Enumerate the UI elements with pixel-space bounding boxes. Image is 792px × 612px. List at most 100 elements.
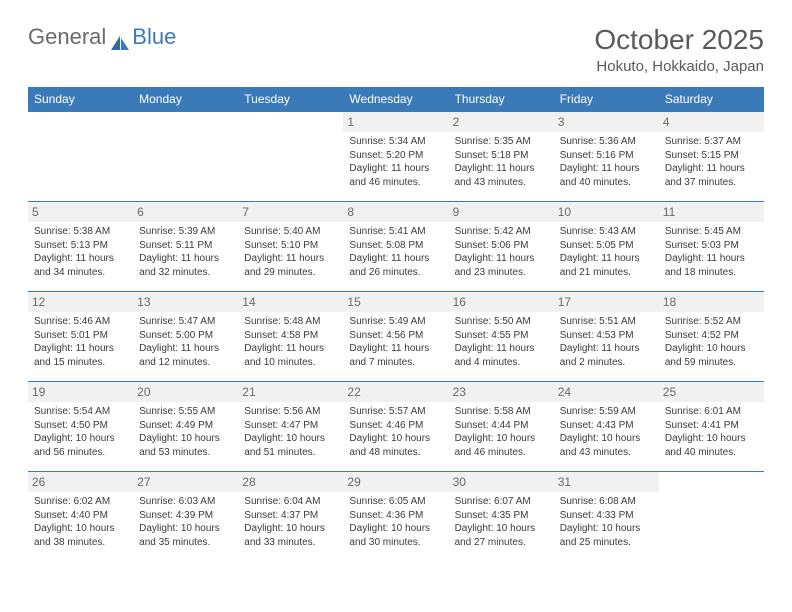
header: GeneralBlue October 2025 Hokuto, Hokkaid… xyxy=(28,24,764,75)
day-number: 9 xyxy=(449,202,554,222)
sunrise-line: Sunrise: 6:02 AM xyxy=(34,495,127,509)
day-number: 28 xyxy=(238,472,343,492)
daylight-line: Daylight: 10 hours and 56 minutes. xyxy=(34,432,127,459)
brand-logo: GeneralBlue xyxy=(28,24,176,50)
calendar-cell: 11Sunrise: 5:45 AMSunset: 5:03 PMDayligh… xyxy=(659,202,764,292)
month-title: October 2025 xyxy=(594,24,764,56)
day-number: 16 xyxy=(449,292,554,312)
sunset-line: Sunset: 4:46 PM xyxy=(349,419,442,433)
sunset-line: Sunset: 4:40 PM xyxy=(34,509,127,523)
day-header: Friday xyxy=(554,87,659,112)
sunset-line: Sunset: 5:08 PM xyxy=(349,239,442,253)
sunset-line: Sunset: 4:49 PM xyxy=(139,419,232,433)
calendar-cell xyxy=(238,112,343,202)
calendar-cell: 30Sunrise: 6:07 AMSunset: 4:35 PMDayligh… xyxy=(449,472,554,562)
day-number: 20 xyxy=(133,382,238,402)
daylight-line: Daylight: 10 hours and 46 minutes. xyxy=(455,432,548,459)
calendar-cell: 13Sunrise: 5:47 AMSunset: 5:00 PMDayligh… xyxy=(133,292,238,382)
daylight-line: Daylight: 10 hours and 27 minutes. xyxy=(455,522,548,549)
sunrise-line: Sunrise: 5:52 AM xyxy=(665,315,758,329)
sunrise-line: Sunrise: 6:03 AM xyxy=(139,495,232,509)
sunrise-line: Sunrise: 5:55 AM xyxy=(139,405,232,419)
sunset-line: Sunset: 4:58 PM xyxy=(244,329,337,343)
sunset-line: Sunset: 5:06 PM xyxy=(455,239,548,253)
daylight-line: Daylight: 11 hours and 10 minutes. xyxy=(244,342,337,369)
daylight-line: Daylight: 11 hours and 37 minutes. xyxy=(665,162,758,189)
daylight-line: Daylight: 11 hours and 26 minutes. xyxy=(349,252,442,279)
sunrise-line: Sunrise: 5:59 AM xyxy=(560,405,653,419)
sunrise-line: Sunrise: 5:48 AM xyxy=(244,315,337,329)
sunrise-line: Sunrise: 5:38 AM xyxy=(34,225,127,239)
calendar-cell: 23Sunrise: 5:58 AMSunset: 4:44 PMDayligh… xyxy=(449,382,554,472)
day-header: Monday xyxy=(133,87,238,112)
sunset-line: Sunset: 4:50 PM xyxy=(34,419,127,433)
day-number: 10 xyxy=(554,202,659,222)
sunset-line: Sunset: 5:20 PM xyxy=(349,149,442,163)
calendar-row: 5Sunrise: 5:38 AMSunset: 5:13 PMDaylight… xyxy=(28,202,764,292)
calendar-cell: 5Sunrise: 5:38 AMSunset: 5:13 PMDaylight… xyxy=(28,202,133,292)
calendar-cell: 14 Sunrise: 5:48 AMSunset: 4:58 PMDayligh… xyxy=(238,292,343,382)
sunset-line: Sunset: 5:18 PM xyxy=(455,149,548,163)
sunset-line: Sunset: 4:53 PM xyxy=(560,329,653,343)
daylight-line: Daylight: 10 hours and 25 minutes. xyxy=(560,522,653,549)
daylight-line: Daylight: 10 hours and 30 minutes. xyxy=(349,522,442,549)
sunset-line: Sunset: 5:01 PM xyxy=(34,329,127,343)
sunrise-line: Sunrise: 5:36 AM xyxy=(560,135,653,149)
calendar-page: GeneralBlue October 2025 Hokuto, Hokkaid… xyxy=(0,0,792,586)
daylight-line: Daylight: 10 hours and 51 minutes. xyxy=(244,432,337,459)
sunset-line: Sunset: 4:41 PM xyxy=(665,419,758,433)
daylight-line: Daylight: 11 hours and 43 minutes. xyxy=(455,162,548,189)
daylight-line: Daylight: 10 hours and 35 minutes. xyxy=(139,522,232,549)
day-number: 31 xyxy=(554,472,659,492)
sunrise-line: Sunrise: 5:45 AM xyxy=(665,225,758,239)
sunset-line: Sunset: 5:05 PM xyxy=(560,239,653,253)
sunrise-line: Sunrise: 5:40 AM xyxy=(244,225,337,239)
sunrise-line: Sunrise: 5:56 AM xyxy=(244,405,337,419)
calendar-cell: 7Sunrise: 5:40 AMSunset: 5:10 PMDaylight… xyxy=(238,202,343,292)
calendar-cell: 4Sunrise: 5:37 AMSunset: 5:15 PMDaylight… xyxy=(659,112,764,202)
day-number: 5 xyxy=(28,202,133,222)
sunrise-line: Sunrise: 5:49 AM xyxy=(349,315,442,329)
calendar-cell: 8Sunrise: 5:41 AMSunset: 5:08 PMDaylight… xyxy=(343,202,448,292)
calendar-cell: 3Sunrise: 5:36 AMSunset: 5:16 PMDaylight… xyxy=(554,112,659,202)
calendar-cell xyxy=(133,112,238,202)
calendar-cell: 16Sunrise: 5:50 AMSunset: 4:55 PMDayligh… xyxy=(449,292,554,382)
calendar-cell: 27 Sunrise: 6:03 AMSunset: 4:39 PMDayligh… xyxy=(133,472,238,562)
daylight-line: Daylight: 11 hours and 15 minutes. xyxy=(34,342,127,369)
location-label: Hokuto, Hokkaido, Japan xyxy=(594,58,764,75)
day-number: 1 xyxy=(343,112,448,132)
sunset-line: Sunset: 4:39 PM xyxy=(139,509,232,523)
day-number: 25 xyxy=(659,382,764,402)
sunrise-line: Sunrise: 5:47 AM xyxy=(139,315,232,329)
sunrise-line: Sunrise: 6:07 AM xyxy=(455,495,548,509)
daylight-line: Daylight: 11 hours and 4 minutes. xyxy=(455,342,548,369)
sunset-line: Sunset: 4:36 PM xyxy=(349,509,442,523)
calendar-table: Sunday Monday Tuesday Wednesday Thursday… xyxy=(28,87,764,562)
sunrise-line: Sunrise: 5:43 AM xyxy=(560,225,653,239)
daylight-line: Daylight: 11 hours and 12 minutes. xyxy=(139,342,232,369)
day-number: 3 xyxy=(554,112,659,132)
sunrise-line: Sunrise: 5:42 AM xyxy=(455,225,548,239)
day-number: 27 xyxy=(133,472,238,492)
daylight-line: Daylight: 11 hours and 2 minutes. xyxy=(560,342,653,369)
sunset-line: Sunset: 5:15 PM xyxy=(665,149,758,163)
day-number: 2 xyxy=(449,112,554,132)
day-number: 14 xyxy=(238,292,343,312)
daylight-line: Daylight: 10 hours and 38 minutes. xyxy=(34,522,127,549)
day-number: 17 xyxy=(554,292,659,312)
daylight-line: Daylight: 11 hours and 40 minutes. xyxy=(560,162,653,189)
calendar-cell: 17Sunrise: 5:51 AMSunset: 4:53 PMDayligh… xyxy=(554,292,659,382)
day-header: Tuesday xyxy=(238,87,343,112)
calendar-cell: 29Sunrise: 6:05 AMSunset: 4:36 PMDayligh… xyxy=(343,472,448,562)
daylight-line: Daylight: 11 hours and 21 minutes. xyxy=(560,252,653,279)
day-number: 13 xyxy=(133,292,238,312)
sunset-line: Sunset: 4:37 PM xyxy=(244,509,337,523)
sunrise-line: Sunrise: 5:58 AM xyxy=(455,405,548,419)
calendar-cell: 26Sunrise: 6:02 AMSunset: 4:40 PMDayligh… xyxy=(28,472,133,562)
calendar-cell: 19Sunrise: 5:54 AMSunset: 4:50 PMDayligh… xyxy=(28,382,133,472)
sunrise-line: Sunrise: 5:41 AM xyxy=(349,225,442,239)
calendar-cell: 9Sunrise: 5:42 AMSunset: 5:06 PMDaylight… xyxy=(449,202,554,292)
day-number: 4 xyxy=(659,112,764,132)
daylight-line: Daylight: 10 hours and 48 minutes. xyxy=(349,432,442,459)
sunset-line: Sunset: 4:56 PM xyxy=(349,329,442,343)
